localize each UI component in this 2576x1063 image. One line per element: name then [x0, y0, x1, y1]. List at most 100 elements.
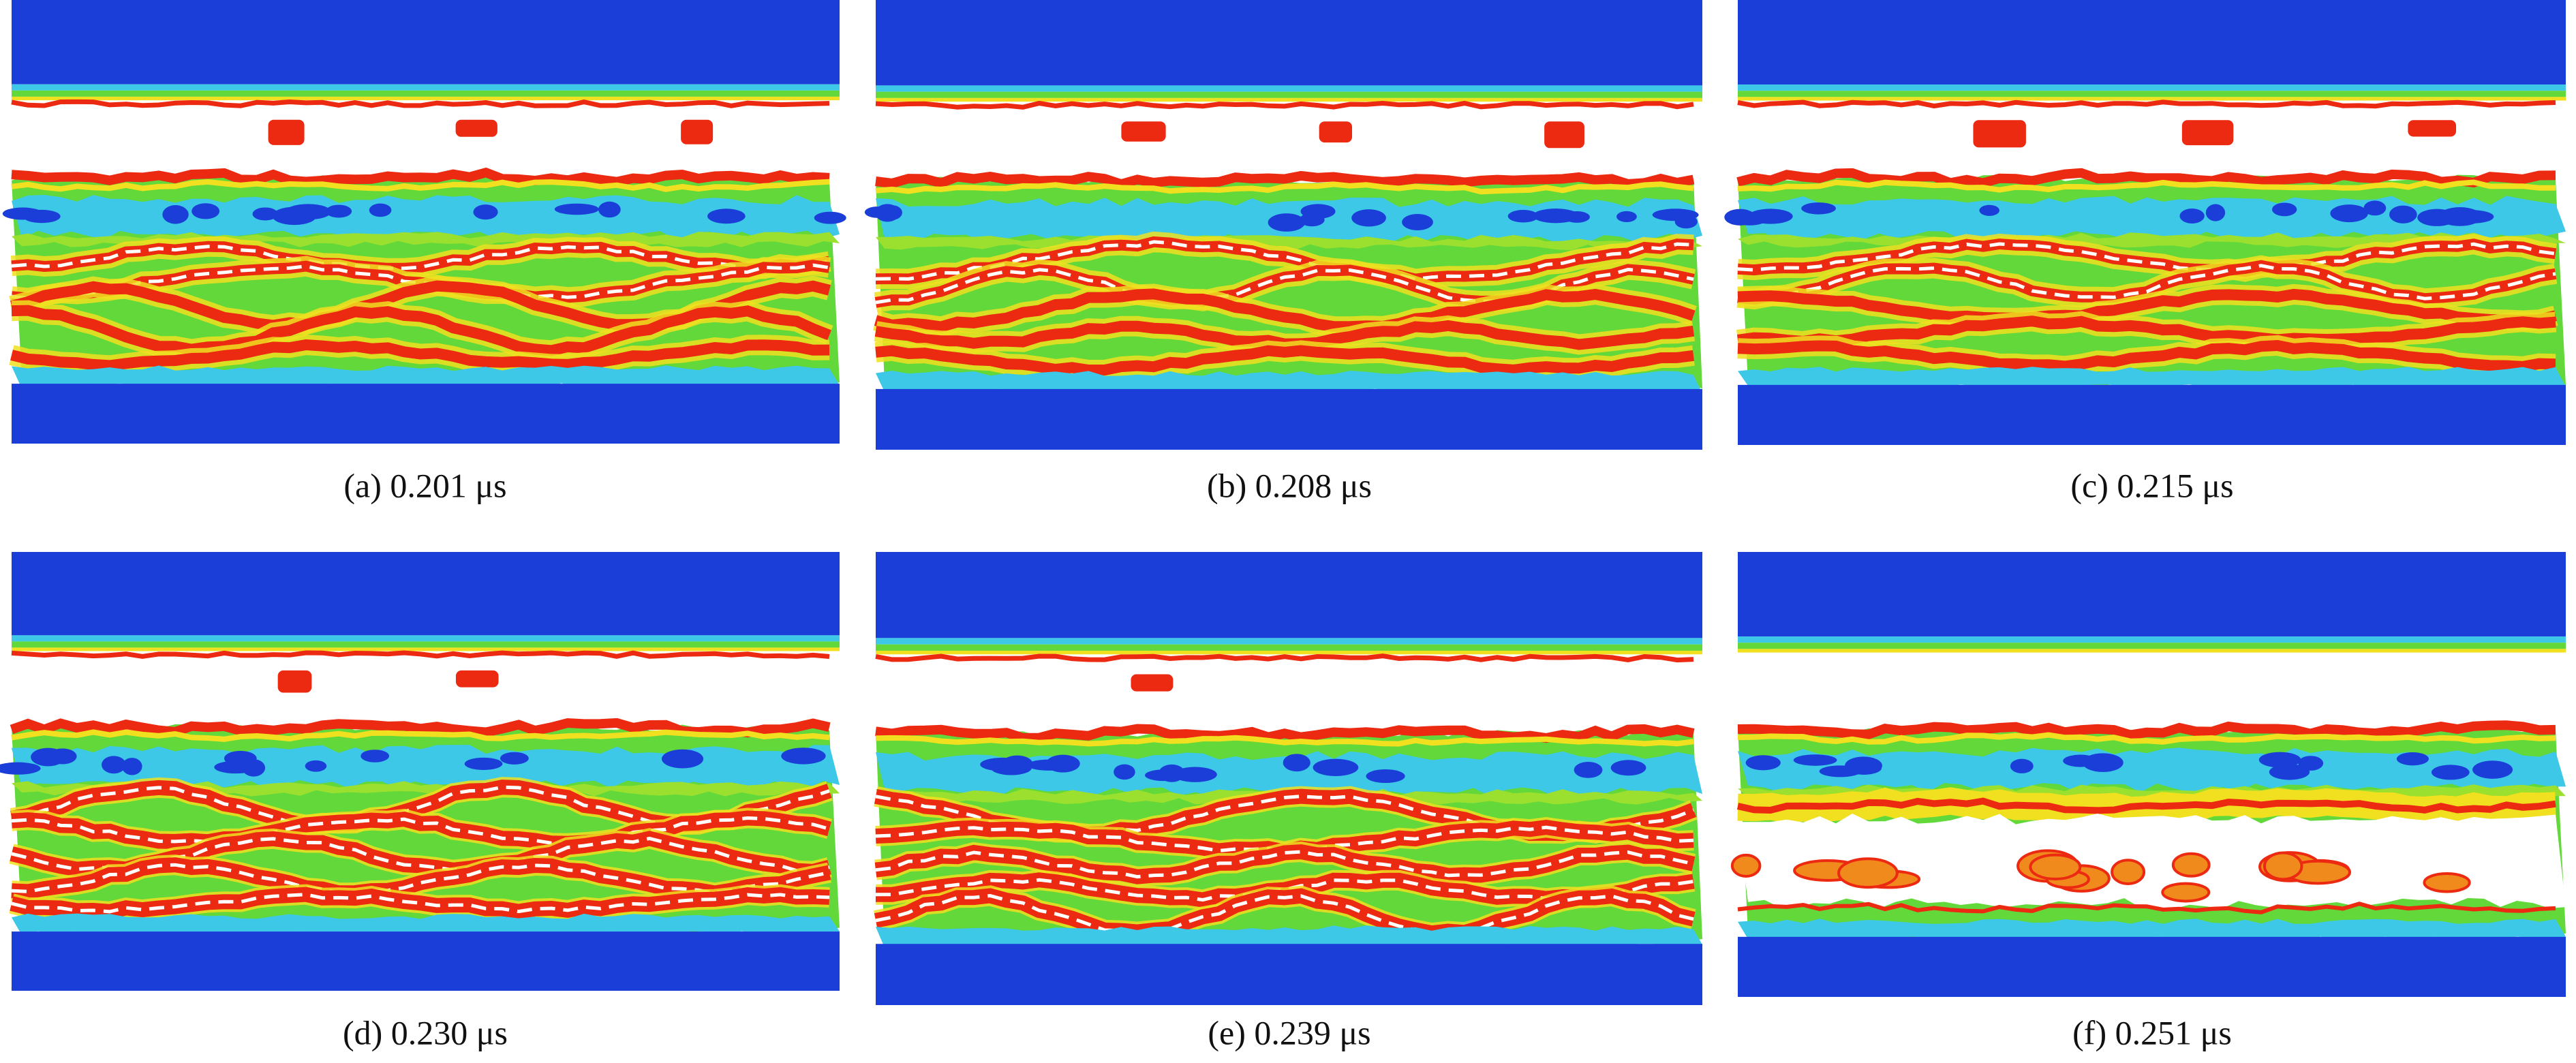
edge-yellow — [875, 735, 1694, 747]
spot — [2363, 200, 2387, 216]
blob — [2181, 120, 2234, 146]
band — [1738, 919, 2566, 942]
edge-yellow — [11, 179, 830, 192]
blob — [455, 670, 499, 688]
spot — [1745, 755, 1781, 771]
spot — [1299, 213, 1325, 227]
streak-white — [1737, 264, 2556, 301]
spot — [2389, 205, 2417, 224]
band — [1738, 813, 2566, 909]
edge-red — [875, 724, 1695, 743]
band — [876, 371, 1702, 395]
edge-red — [11, 167, 830, 187]
spot — [2082, 753, 2123, 773]
caption: (c) 0.215 μs — [2070, 466, 2233, 504]
band — [1738, 748, 2566, 793]
spot — [1507, 210, 1539, 223]
spot — [991, 760, 1032, 775]
band — [12, 745, 840, 790]
band — [876, 925, 1702, 949]
blob — [1837, 857, 1899, 889]
top-plate — [12, 0, 840, 84]
spot — [2396, 752, 2429, 766]
spot — [48, 748, 77, 765]
caption: (d) 0.230 μs — [343, 1013, 508, 1051]
spot — [864, 206, 890, 218]
spot — [361, 750, 390, 762]
edge — [1738, 91, 2566, 97]
edge — [876, 638, 1702, 645]
bottom-plate — [12, 931, 840, 991]
edge — [12, 96, 840, 101]
band — [12, 913, 840, 937]
spot — [1313, 758, 1359, 776]
bottom-plate — [1738, 936, 2566, 997]
spot — [1674, 215, 1698, 229]
streak-red — [10, 339, 830, 371]
panels — [0, 0, 2566, 1005]
spot — [1616, 211, 1637, 223]
streak-red — [10, 887, 830, 920]
streak-red — [1737, 238, 2557, 277]
spot — [1268, 213, 1306, 232]
blob — [2111, 859, 2146, 885]
spot — [2258, 752, 2301, 768]
spot — [0, 762, 41, 775]
blob — [2171, 852, 2211, 878]
edge — [1738, 636, 2566, 643]
edge — [12, 90, 840, 97]
top-plate — [12, 552, 840, 636]
spot — [242, 759, 266, 777]
edge — [12, 641, 840, 648]
spot — [102, 756, 126, 774]
edge-red — [11, 99, 830, 108]
caption: (f) 0.251 μs — [2072, 1013, 2232, 1051]
edge — [876, 91, 1702, 98]
simulation-image — [874, 552, 1702, 1005]
edge-red — [11, 650, 830, 659]
simulation-image — [2, 0, 846, 444]
edge-red — [875, 100, 1694, 110]
spot — [554, 203, 599, 215]
spot — [1351, 209, 1386, 227]
edge — [1738, 643, 2566, 649]
bottom-plate — [876, 944, 1702, 1005]
spot — [661, 749, 704, 769]
spot — [1027, 759, 1072, 771]
spot — [1114, 764, 1135, 780]
edge-red — [1737, 720, 2556, 740]
band — [12, 195, 840, 240]
streak-white — [875, 850, 1694, 879]
caption: (e) 0.239 μs — [1208, 1013, 1370, 1051]
streak-white — [11, 863, 830, 895]
spot — [707, 209, 746, 224]
spot — [500, 752, 529, 765]
spot — [473, 204, 498, 220]
edge — [1738, 97, 2566, 101]
blob — [1730, 853, 1762, 878]
edge — [1738, 84, 2566, 91]
edge-yellow — [11, 729, 830, 742]
spot — [1979, 204, 1999, 216]
spot — [781, 748, 826, 765]
spot — [1801, 202, 1836, 215]
blob — [2161, 882, 2211, 903]
streak-red — [1736, 797, 2556, 814]
spot — [2179, 209, 2205, 224]
spot — [2330, 204, 2368, 223]
blob — [1121, 121, 1166, 142]
spot — [1732, 213, 1767, 226]
bottom-plate — [1738, 384, 2566, 445]
blob — [681, 119, 714, 144]
spot — [1564, 211, 1590, 223]
edge — [876, 644, 1702, 651]
streak-red — [874, 288, 1696, 333]
edge — [876, 85, 1702, 92]
spot — [1145, 769, 1182, 782]
spot — [598, 201, 621, 218]
spot — [305, 760, 327, 772]
edge-red — [1736, 168, 2556, 188]
edge-yellow — [1737, 732, 2556, 745]
spot — [369, 203, 392, 217]
